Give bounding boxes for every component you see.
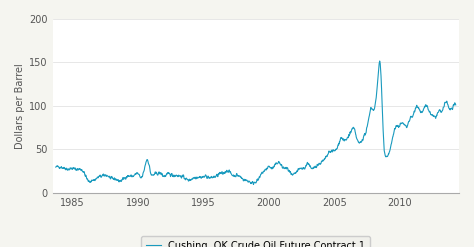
Cushing, OK Crude Oil Future Contract 1: [53, 166, 59, 169]
Cushing, OK Crude Oil Future Contract 1: [251, 183, 256, 186]
Cushing, OK Crude Oil Future Contract 1: [231, 175, 237, 178]
Cushing, OK Crude Oil Future Contract 1: [281, 165, 286, 168]
Cushing, OK Crude Oil Future Contract 1: [100, 174, 106, 177]
Cushing, OK Crude Oil Future Contract 1: [223, 170, 228, 173]
Line: Cushing, OK Crude Oil Future Contract 1: Cushing, OK Crude Oil Future Contract 1: [56, 61, 456, 185]
Cushing, OK Crude Oil Future Contract 1: [238, 175, 244, 178]
Y-axis label: Dollars per Barrel: Dollars per Barrel: [15, 63, 25, 149]
Cushing, OK Crude Oil Future Contract 1: [377, 60, 383, 62]
Legend: Cushing, OK Crude Oil Future Contract 1: Cushing, OK Crude Oil Future Contract 1: [141, 236, 370, 247]
Cushing, OK Crude Oil Future Contract 1: [84, 177, 90, 180]
Cushing, OK Crude Oil Future Contract 1: [453, 103, 458, 106]
